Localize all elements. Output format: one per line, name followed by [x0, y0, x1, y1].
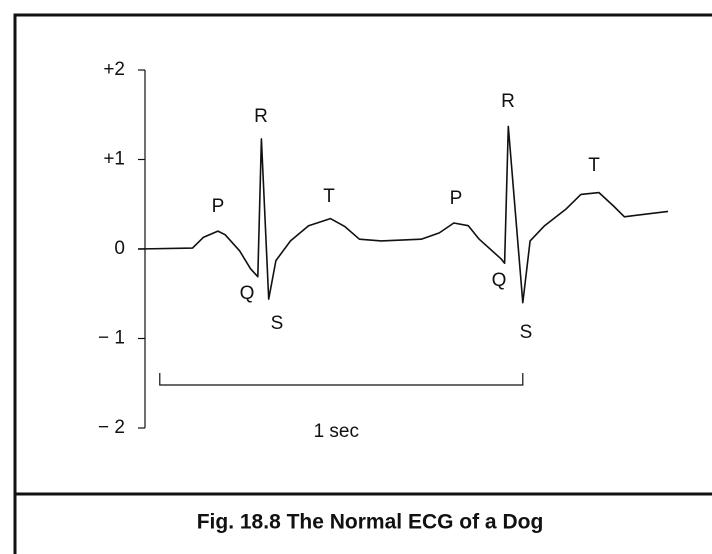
wave-label: T	[588, 155, 600, 176]
wave-label: Q	[240, 283, 255, 304]
y-tick-label: 0	[114, 238, 125, 259]
y-tick-label: +2	[103, 59, 125, 80]
wave-label: S	[271, 313, 284, 334]
wave-label: Q	[492, 270, 507, 291]
wave-label: R	[501, 91, 515, 112]
caption: Fig. 18.8 The Normal ECG of a Dog	[197, 511, 544, 534]
wave-label: R	[254, 106, 268, 127]
frame	[13, 13, 712, 554]
wave-label: P	[450, 188, 463, 209]
y-tick-label: − 1	[98, 328, 125, 349]
y-tick-label: − 2	[98, 417, 125, 438]
y-tick-label: +1	[103, 149, 125, 170]
wave-label: P	[212, 196, 225, 217]
scale-bracket	[159, 373, 524, 386]
scale-label: 1 sec	[314, 421, 359, 442]
ecg-trace	[137, 125, 669, 304]
wave-label: T	[323, 186, 335, 207]
wave-label: S	[520, 322, 533, 343]
